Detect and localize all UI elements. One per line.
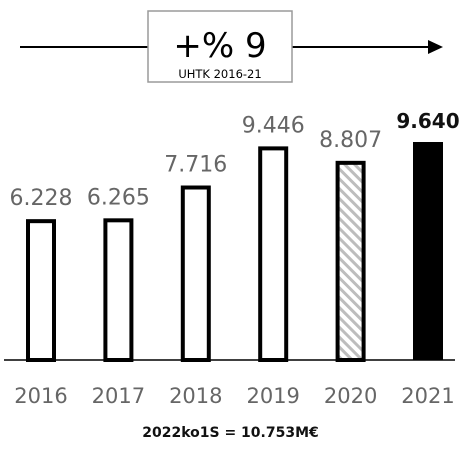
growth-box (147, 10, 293, 83)
value-labels-group: 6.228 6.265 7.716 9.446 8.807 9.640 (10, 109, 460, 211)
tick-label-2017: 2017 (92, 384, 145, 408)
tick-label-2016: 2016 (14, 384, 67, 408)
value-label-2017: 6.265 (87, 185, 150, 210)
bar-2021 (413, 142, 443, 360)
value-label-2021: 9.640 (396, 109, 459, 133)
tick-label-2018: 2018 (169, 384, 222, 408)
growth-value: +% 9 (173, 26, 266, 66)
arrow-head-icon (428, 40, 443, 54)
tick-label-2021: 2021 (401, 384, 454, 408)
bar-2019 (258, 146, 289, 362)
value-label-2016: 6.228 (10, 186, 73, 211)
bars-group (26, 142, 443, 362)
bar-2017 (103, 218, 134, 362)
bar-2018 (180, 185, 211, 362)
value-label-2019: 9.446 (242, 113, 305, 138)
tick-label-2019: 2019 (246, 384, 299, 408)
footnote-forecast: 2022ko1S = 10.753M€ (142, 425, 319, 441)
bar-2016 (26, 219, 56, 362)
value-label-2020: 8.807 (319, 128, 382, 153)
tick-labels-group: 2016 2017 2018 2019 2020 2021 (14, 384, 454, 408)
value-label-2018: 7.716 (164, 153, 227, 178)
growth-label: UHTK 2016-21 (178, 67, 261, 81)
bar-2020 (335, 160, 366, 362)
tick-label-2020: 2020 (324, 384, 377, 408)
